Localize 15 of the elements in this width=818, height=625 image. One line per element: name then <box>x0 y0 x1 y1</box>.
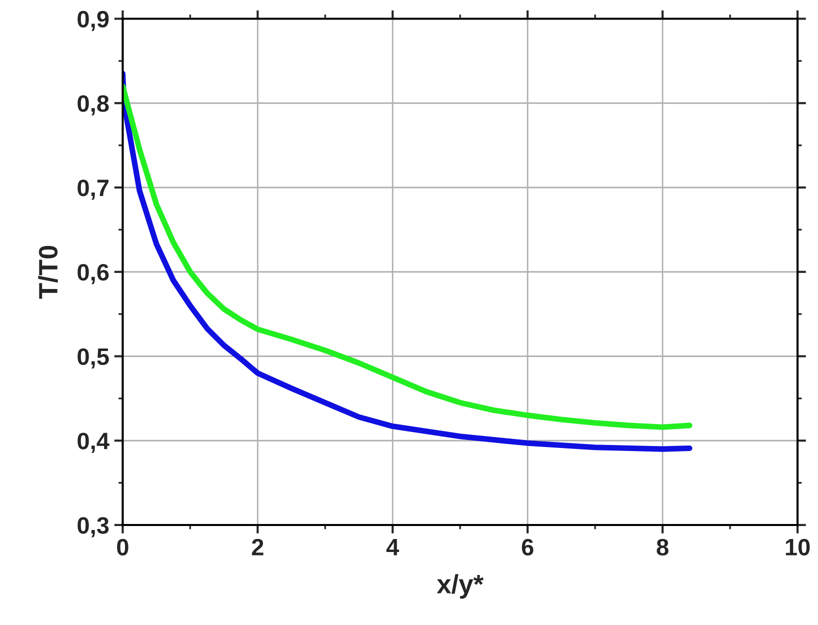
x-tick-label: 0 <box>117 538 128 556</box>
x-tick-label: 8 <box>656 538 668 556</box>
y-tick-label: 0,4 <box>78 432 110 453</box>
y-tick-label: 0,6 <box>78 264 109 284</box>
y-tick-label: 0,7 <box>78 180 108 200</box>
x-tick-label: 4 <box>386 539 400 556</box>
x-axis-title: x/y* <box>436 574 484 599</box>
y-tick-label: 0,8 <box>78 95 109 116</box>
x-tick-label: 2 <box>252 538 264 556</box>
y-tick-label: 0,9 <box>78 10 109 31</box>
x-tick-label: 10 <box>786 538 810 556</box>
y-tick-label: 0,5 <box>78 348 109 368</box>
y-tick-label: 0,3 <box>78 517 109 538</box>
y-axis-title: T/T0 <box>38 246 58 299</box>
x-tick-label: 6 <box>522 538 534 556</box>
